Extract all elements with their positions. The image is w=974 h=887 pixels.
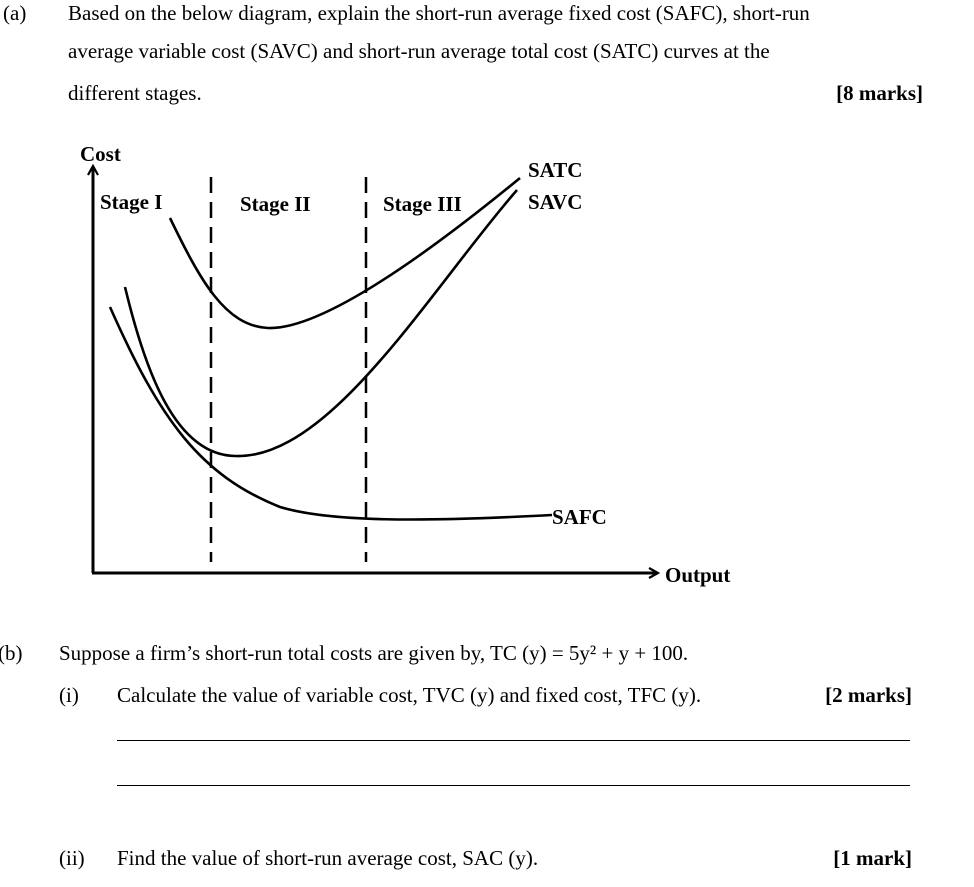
part-b-i-text: Calculate the value of variable cost, TV… — [117, 683, 702, 707]
x-axis-label: Output — [665, 563, 730, 587]
part-b-ii-text: Find the value of short-run average cost… — [117, 846, 539, 870]
savc-curve — [123, 189, 518, 458]
part-a-line-2: average variable cost (SAVC) and short-r… — [68, 39, 770, 63]
part-b-ii-label: (ii) — [59, 846, 85, 870]
stage-3-label: Stage III — [383, 192, 462, 216]
answer-line-1 — [117, 740, 910, 741]
part-a-line-3: different stages. — [68, 81, 202, 105]
safc-label: SAFC — [552, 505, 607, 529]
part-b-label: (b) — [0, 641, 23, 665]
savc-label: SAVC — [528, 190, 582, 214]
part-b-i-marks: [2 marks] — [825, 683, 912, 707]
part-a-line-1: Based on the below diagram, explain the … — [68, 1, 810, 25]
part-a-label: (a) — [3, 1, 27, 25]
part-a-marks: [8 marks] — [836, 81, 923, 105]
answer-line-2 — [117, 785, 910, 786]
part-b-text: Suppose a firm’s short-run total costs a… — [59, 641, 689, 665]
satc-curve — [168, 176, 521, 330]
y-axis-label: Cost — [80, 142, 121, 166]
stage-2-label: Stage II — [240, 192, 311, 216]
cost-curve-diagram: Cost Output Stage I Stage II Stage III S… — [80, 142, 730, 587]
satc-label: SATC — [528, 158, 582, 182]
part-b-ii-marks: [1 mark] — [833, 846, 912, 870]
stage-1-label: Stage I — [100, 190, 162, 214]
safc-curve — [108, 306, 553, 521]
part-b-i-label: (i) — [59, 683, 79, 707]
